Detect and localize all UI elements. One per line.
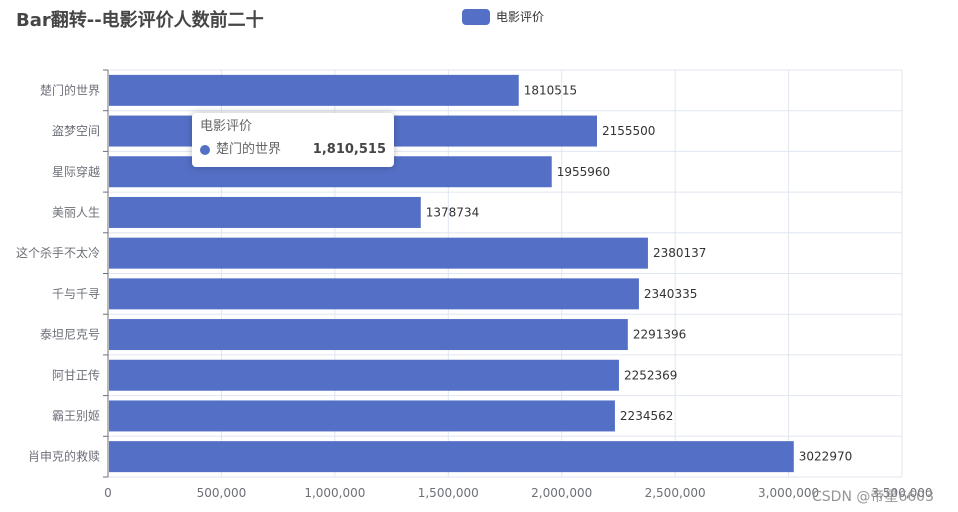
x-tick-label: 1,500,000 bbox=[418, 486, 479, 500]
bar bbox=[109, 196, 421, 228]
y-tick-label: 星际穿越 bbox=[52, 164, 100, 179]
data-label: 1955960 bbox=[557, 165, 610, 179]
y-tick-label: 霸王别姬 bbox=[52, 409, 100, 423]
legend-swatch bbox=[462, 8, 490, 25]
y-tick-label: 肖申克的救赎 bbox=[28, 449, 100, 464]
y-tick-label: 盗梦空间 bbox=[52, 123, 100, 138]
legend[interactable]: 电影评价 bbox=[462, 8, 544, 25]
chart-title: Bar翻转--电影评价人数前二十 bbox=[16, 10, 264, 31]
data-label: 2340335 bbox=[644, 287, 697, 301]
tooltip: 电影评价 楚门的世界 1,810,515 bbox=[192, 113, 394, 167]
y-tick-label: 千与千寻 bbox=[52, 287, 100, 301]
x-tick-label: 3,000,000 bbox=[758, 486, 819, 500]
tooltip-marker-icon bbox=[200, 145, 210, 155]
bar bbox=[109, 278, 639, 310]
bar bbox=[109, 359, 619, 391]
y-tick-label: 这个杀手不太冷 bbox=[16, 245, 100, 260]
bar bbox=[109, 74, 519, 106]
tooltip-name: 楚门的世界 bbox=[216, 142, 282, 157]
tooltip-value: 1,810,515 bbox=[312, 142, 386, 157]
tooltip-row: 楚门的世界 1,810,515 bbox=[200, 141, 386, 159]
data-label: 2291396 bbox=[633, 328, 686, 342]
x-tick-label: 2,500,000 bbox=[645, 486, 706, 500]
data-label: 1810515 bbox=[524, 83, 577, 97]
legend-label: 电影评价 bbox=[496, 10, 545, 24]
y-tick-label: 楚门的世界 bbox=[40, 82, 100, 97]
x-tick-label: 2,000,000 bbox=[531, 486, 592, 500]
x-tick-label: 3,500,000 bbox=[871, 486, 932, 500]
data-label: 2380137 bbox=[653, 246, 706, 260]
y-tick-label: 泰坦尼克号 bbox=[40, 328, 100, 342]
x-tick-label: 1,000,000 bbox=[304, 486, 365, 500]
data-label: 3022970 bbox=[799, 450, 852, 464]
data-label: 2155500 bbox=[602, 124, 655, 138]
bar bbox=[109, 441, 794, 473]
x-tick-label: 0 bbox=[104, 486, 112, 500]
data-label: 2252369 bbox=[624, 368, 677, 382]
tooltip-title: 电影评价 bbox=[200, 119, 253, 134]
y-tick-label: 美丽人生 bbox=[52, 205, 100, 219]
bar bbox=[109, 400, 615, 432]
bar bbox=[109, 237, 648, 269]
y-tick-label: 阿甘正传 bbox=[52, 367, 100, 382]
x-tick-label: 500,000 bbox=[197, 486, 247, 500]
watermark: CSDN @帝星6603 bbox=[812, 489, 934, 505]
bar bbox=[109, 319, 628, 351]
data-label: 2234562 bbox=[620, 409, 673, 423]
data-label: 1378734 bbox=[426, 205, 479, 219]
